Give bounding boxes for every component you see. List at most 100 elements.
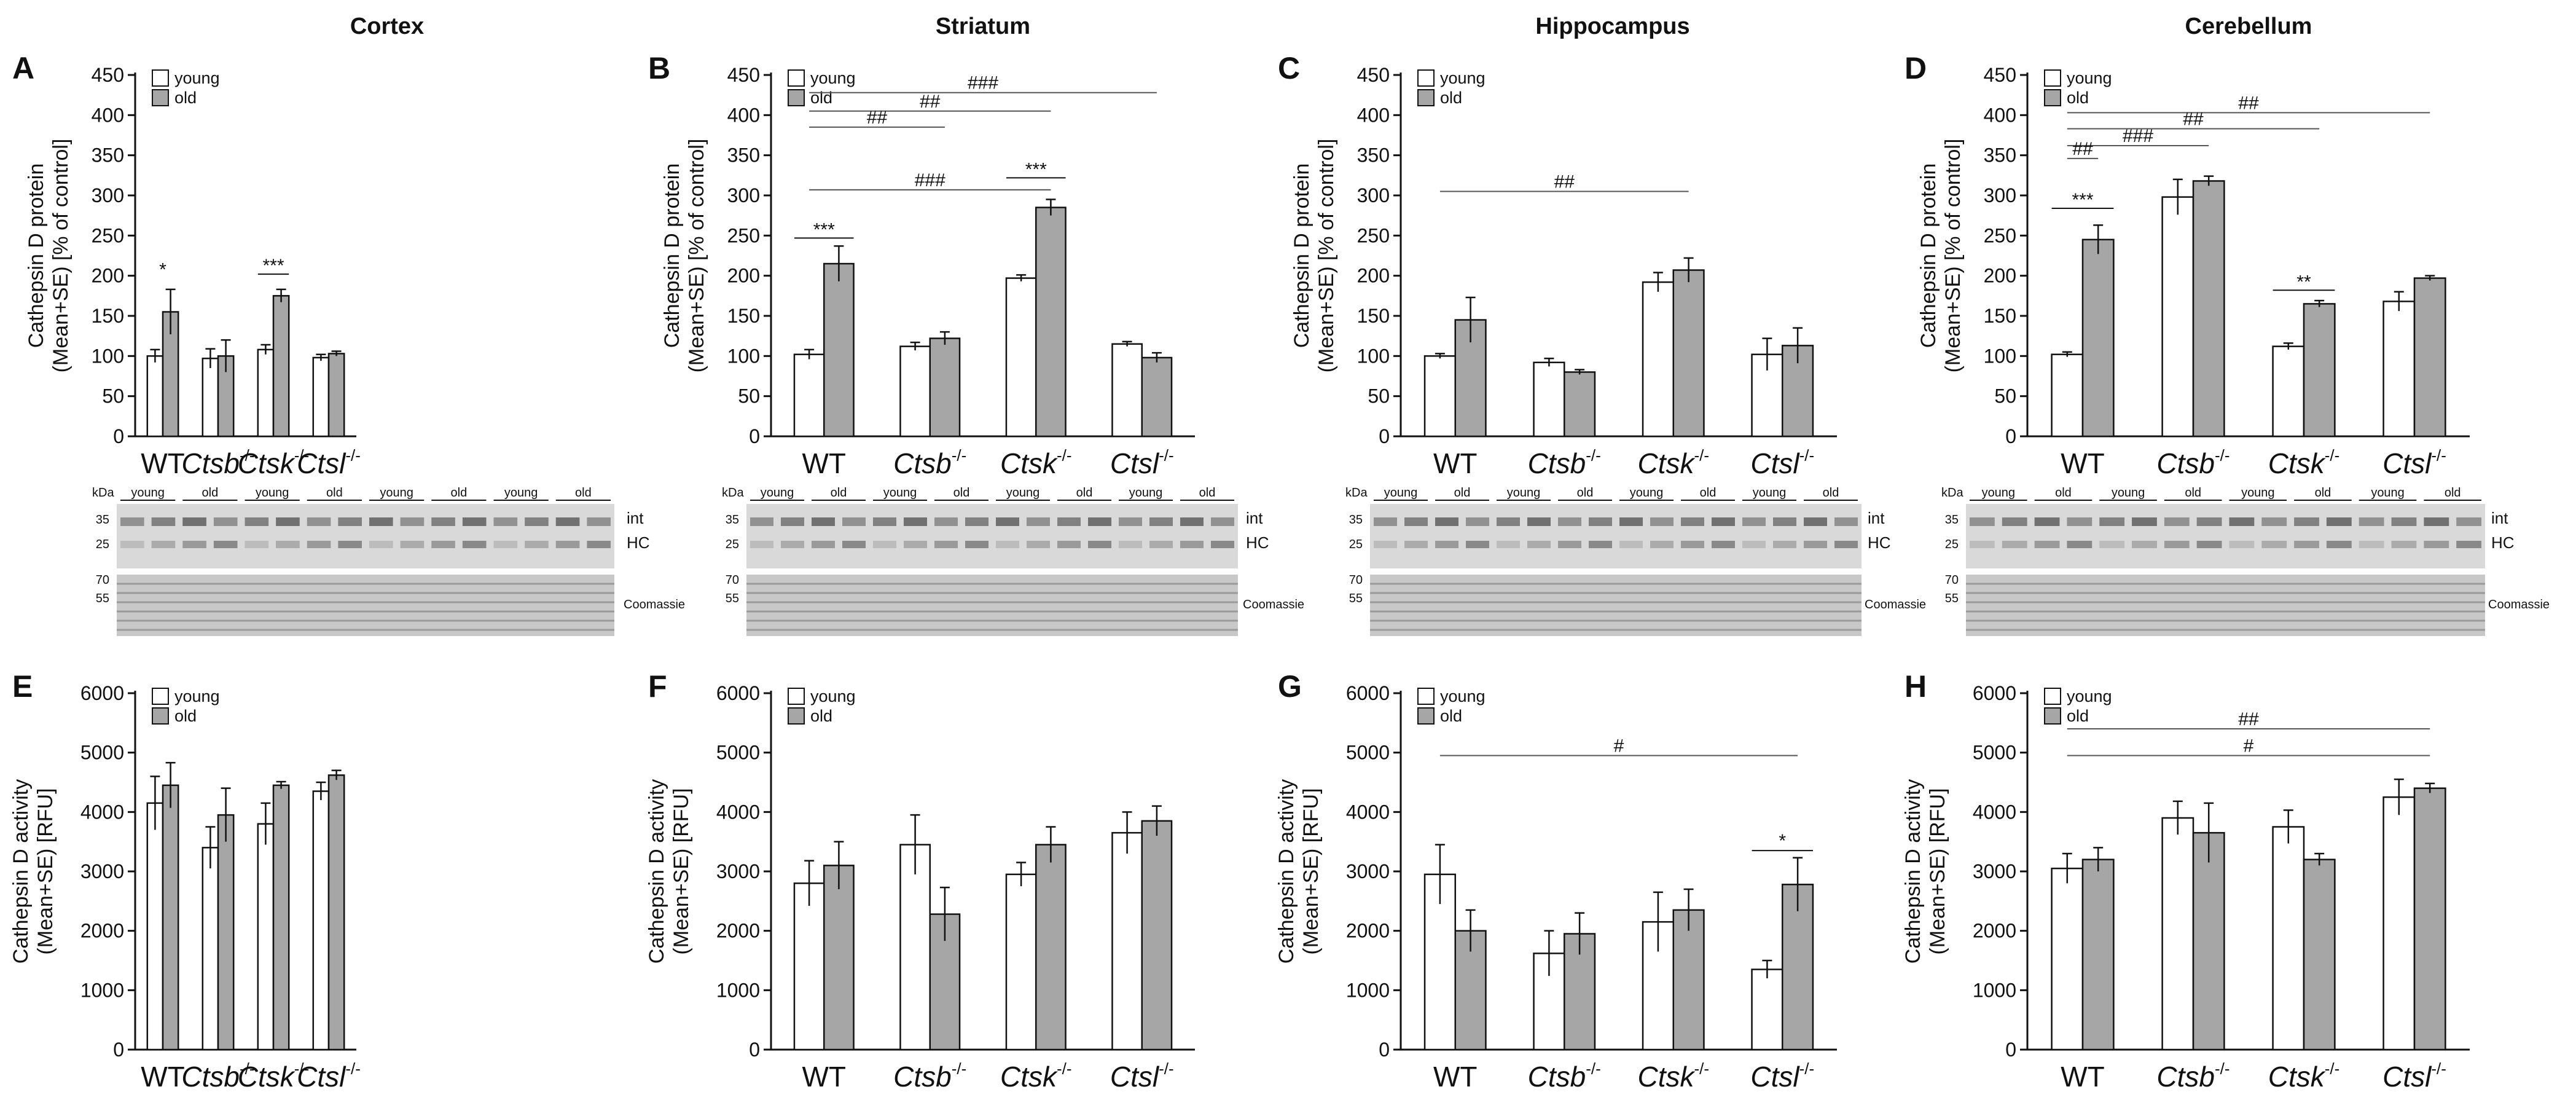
blot-lane-label: old [831, 486, 847, 500]
blot-image-lower [117, 575, 614, 636]
blot-band-hc [842, 541, 866, 548]
blot-band-hc [1681, 541, 1704, 548]
blot-band-int [965, 517, 989, 526]
blot-band-hc [1374, 541, 1397, 548]
legend-swatch-old [788, 89, 805, 106]
blot-band-hc [493, 541, 518, 548]
category-suffix: -/- [1586, 1059, 1601, 1078]
bar-old [1141, 356, 1173, 438]
category-label: WT [802, 447, 846, 479]
bracket-label: * [1779, 831, 1786, 851]
blot-lane-label: young [1630, 486, 1664, 500]
y-tick-label: 0 [1379, 1039, 1390, 1061]
blot-band-int [182, 517, 206, 526]
blot-panel: kDa young old young old young old young old 35 25 7… [1941, 486, 2550, 636]
legend-swatch-young [1417, 69, 1435, 87]
blot-band-hc [996, 541, 1019, 548]
y-tick-label: 450 [727, 64, 760, 86]
y-tick-label: 50 [102, 385, 124, 407]
blot-band-int [1619, 517, 1643, 526]
bracket-label: ## [920, 92, 941, 112]
legend-label-young: young [174, 69, 220, 87]
blot-band-hc [2261, 541, 2287, 548]
blot-band-int [1742, 517, 1766, 526]
band-label-hc: HC [2491, 533, 2515, 552]
marker-35: 35 [96, 513, 109, 527]
panel-letter: E [12, 669, 33, 704]
y-tick-label: 450 [92, 64, 124, 86]
blot-band-int [493, 517, 518, 526]
band-label-hc: HC [627, 533, 650, 552]
y-tick-label: 0 [2005, 1039, 2016, 1061]
chart-panel-D: D 0 50 100 150 200 250 300 350 400 450 Cathepsin D … [1905, 51, 2470, 479]
blot-lane-label: old [2315, 486, 2331, 500]
significance-marker: * [159, 260, 166, 280]
significance-marker: *** [1025, 159, 1047, 179]
marker-55: 55 [96, 592, 109, 605]
category-label: Ctsk-/- [2268, 1059, 2340, 1093]
category-name: Ctsl [1110, 447, 1160, 479]
blot-band-hc [1589, 541, 1612, 548]
bar-old [272, 784, 290, 1051]
blot-band-int [2294, 517, 2319, 526]
y-axis-label-line2: (Mean+SE) [RFU] [1926, 788, 1949, 954]
blot-band-hc [369, 541, 393, 548]
band-label-int: int [627, 509, 644, 527]
blot-band-int [1119, 517, 1142, 526]
y-tick-label: 400 [1984, 104, 2016, 126]
bracket-label: ## [867, 108, 888, 128]
y-tick-label: 1000 [716, 979, 760, 1001]
blot-band-hc [1834, 541, 1858, 548]
blot-band-hc [1466, 541, 1489, 548]
significance-marker: ** [2296, 272, 2311, 292]
blot-band-int [462, 517, 487, 526]
y-tick-label: 100 [1357, 345, 1390, 367]
blot-band-int [2229, 517, 2255, 526]
bar-old [2192, 831, 2225, 1051]
blot-band-int [2067, 517, 2093, 526]
y-tick-label: 5000 [716, 742, 760, 764]
category-name: Ctsl [1110, 1061, 1160, 1093]
blot-image-upper [746, 504, 1238, 568]
category-label: WT [2061, 447, 2105, 479]
marker-35: 35 [726, 513, 739, 527]
bar-young [793, 882, 825, 1051]
band-label-coomassie: Coomassie [624, 598, 685, 611]
bar-old [2413, 277, 2446, 438]
blot-band-int [1970, 517, 1995, 526]
category-name: Ctsl [297, 447, 346, 479]
category-suffix: -/- [2215, 446, 2230, 465]
category-suffix: -/- [2431, 1059, 2446, 1078]
y-tick-label: 1000 [80, 979, 124, 1001]
y-tick-label: 300 [727, 184, 760, 206]
bar-young [1005, 873, 1037, 1051]
bar-old [162, 784, 179, 1051]
significance-marker: *** [2072, 190, 2093, 210]
blot-band-hc [555, 541, 580, 548]
y-axis-label-line2: (Mean+SE) [% of control] [1315, 139, 1338, 373]
category-name: WT [141, 1061, 185, 1093]
bar-young [312, 790, 330, 1051]
category-suffix: -/- [345, 446, 361, 465]
y-tick-label: 300 [1357, 184, 1390, 206]
y-tick-label: 450 [1357, 64, 1390, 86]
blot-band-hc [245, 541, 269, 548]
category-name: Ctsb [181, 447, 240, 479]
y-axis-label-line1: Cathepsin D activity [9, 779, 33, 964]
category-name: Ctsk [1000, 1061, 1058, 1093]
bar-young [2051, 867, 2084, 1051]
blot-band-hc [120, 541, 144, 548]
bar-old [272, 295, 290, 438]
category-name: Ctsk [1637, 447, 1695, 479]
blot-band-int [1149, 517, 1173, 526]
blot-image-lower [1370, 575, 1862, 636]
bar-young [257, 823, 275, 1051]
y-tick-label: 400 [1357, 104, 1390, 126]
legend-label-old: old [1440, 88, 1462, 107]
category-suffix: -/- [1694, 1059, 1709, 1078]
blot-lane-label: young [2112, 486, 2145, 500]
blot-band-int [2132, 517, 2157, 526]
y-tick-label: 300 [1984, 184, 2016, 206]
blot-lane-label: young [380, 486, 413, 500]
blot-band-int [338, 517, 362, 526]
